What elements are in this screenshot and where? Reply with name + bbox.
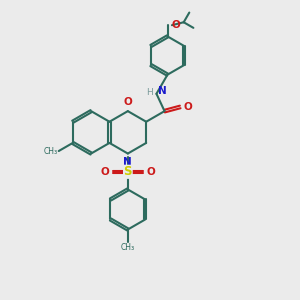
Text: CH₃: CH₃ [121,243,135,252]
Text: O: O [124,97,132,107]
Text: N: N [124,158,132,167]
Text: O: O [147,167,155,177]
Text: O: O [183,102,192,112]
Text: N: N [158,86,166,96]
Text: S: S [124,165,132,178]
Text: O: O [100,167,109,177]
Text: H: H [146,88,153,97]
Text: CH₃: CH₃ [43,147,57,156]
Text: O: O [171,20,180,30]
